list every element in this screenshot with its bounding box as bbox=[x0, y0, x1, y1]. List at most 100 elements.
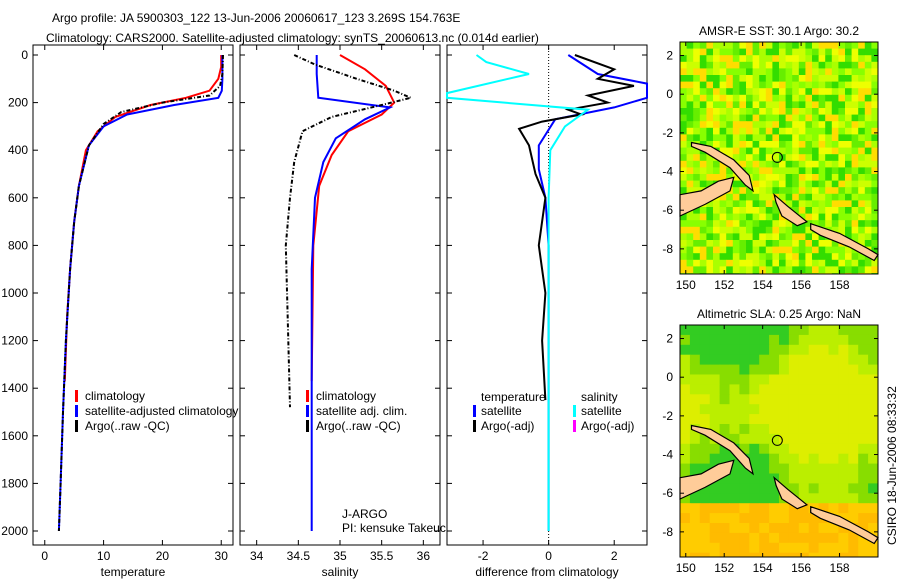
map-cell bbox=[818, 364, 829, 375]
map-cell bbox=[759, 523, 770, 534]
map-cell bbox=[749, 424, 760, 435]
map-cell bbox=[825, 200, 833, 208]
map-cell bbox=[752, 160, 760, 168]
map-cell bbox=[818, 246, 826, 254]
map-cell bbox=[726, 220, 734, 228]
legend-swatch bbox=[473, 420, 476, 432]
map-cell bbox=[680, 174, 688, 182]
map-cell bbox=[693, 226, 701, 234]
map-cell bbox=[749, 344, 760, 356]
map-cell bbox=[858, 114, 866, 122]
legend-swatch bbox=[473, 405, 476, 417]
map-cell bbox=[808, 354, 820, 366]
map-cell bbox=[805, 114, 813, 122]
map-cell bbox=[732, 42, 740, 50]
map-cell bbox=[851, 193, 859, 201]
map-cell bbox=[719, 532, 730, 544]
map-cell bbox=[808, 552, 820, 558]
map-cell bbox=[699, 443, 711, 455]
argo-position-marker bbox=[771, 434, 783, 446]
map-cell bbox=[845, 147, 853, 155]
map-cell bbox=[746, 240, 754, 248]
map-cell bbox=[726, 213, 734, 221]
map-cell bbox=[785, 114, 793, 122]
map-cell bbox=[772, 207, 780, 215]
legend-entry: satellite adj. clim. bbox=[316, 404, 407, 418]
map-cell bbox=[765, 167, 773, 175]
map-cell bbox=[729, 414, 740, 425]
map-cell bbox=[769, 542, 780, 554]
map-cell bbox=[769, 552, 780, 558]
series-line-argo bbox=[284, 54, 414, 408]
map-cell bbox=[785, 253, 793, 261]
map-cell bbox=[779, 404, 790, 415]
map-cell bbox=[785, 154, 793, 162]
map-cell bbox=[779, 147, 787, 155]
map-cell bbox=[680, 433, 691, 445]
legend-swatch bbox=[306, 420, 309, 432]
map-cell bbox=[680, 134, 688, 142]
map-cell bbox=[739, 433, 750, 445]
map-cell bbox=[851, 187, 859, 195]
map-cell bbox=[858, 187, 866, 195]
map-cell bbox=[726, 134, 734, 142]
map-cell bbox=[798, 134, 806, 142]
map-cell bbox=[759, 167, 767, 175]
map-cell bbox=[798, 55, 806, 63]
map-cell bbox=[788, 523, 800, 534]
map-cell bbox=[858, 48, 866, 56]
map-cell bbox=[765, 134, 773, 142]
map-cell bbox=[759, 473, 770, 484]
map-cell bbox=[746, 226, 754, 234]
map-cell bbox=[759, 154, 767, 162]
map-cell bbox=[739, 121, 747, 129]
map-cell bbox=[785, 101, 793, 109]
map-cell bbox=[749, 463, 760, 474]
map-cell bbox=[689, 384, 701, 395]
map-cell bbox=[798, 266, 806, 274]
map-cell bbox=[785, 187, 793, 195]
map-cell bbox=[713, 55, 721, 63]
map-cell bbox=[739, 552, 750, 558]
map-cell bbox=[831, 193, 839, 201]
map-cell bbox=[739, 542, 750, 554]
y-tick-label: 1200 bbox=[1, 334, 28, 348]
map-cell bbox=[831, 121, 839, 129]
map-cell bbox=[746, 88, 754, 96]
map-cell bbox=[765, 174, 773, 182]
map-cell bbox=[726, 68, 734, 76]
map-cell bbox=[726, 88, 734, 96]
map-cell bbox=[864, 108, 872, 116]
map-cell bbox=[769, 354, 780, 366]
map-cell bbox=[739, 424, 750, 435]
map-cell bbox=[759, 453, 770, 465]
map-cell bbox=[785, 259, 793, 267]
map-cell bbox=[838, 453, 849, 465]
map-cell bbox=[772, 114, 780, 122]
map-cell bbox=[699, 552, 711, 558]
map-cell bbox=[812, 246, 820, 254]
map-cell bbox=[812, 75, 820, 83]
map-cell bbox=[818, 473, 829, 484]
map-cell bbox=[719, 88, 727, 96]
map-cell bbox=[746, 61, 754, 69]
map-cell bbox=[739, 443, 750, 455]
map-cell bbox=[785, 134, 793, 142]
map-cell bbox=[825, 42, 833, 50]
map-cell bbox=[752, 141, 760, 149]
map-cell bbox=[739, 394, 750, 405]
map-cell bbox=[779, 532, 790, 544]
map-cell bbox=[792, 160, 800, 168]
map-cell bbox=[868, 463, 879, 474]
map-cell bbox=[769, 414, 780, 425]
map-cell bbox=[746, 94, 754, 102]
map-cell bbox=[779, 108, 787, 116]
map-cell bbox=[828, 364, 839, 375]
map-cell bbox=[706, 207, 714, 215]
map-cell bbox=[746, 207, 754, 215]
map-cell bbox=[798, 394, 810, 405]
map-cell bbox=[818, 233, 826, 241]
map-cell bbox=[805, 240, 813, 248]
map-cell bbox=[871, 154, 879, 162]
map-cell bbox=[699, 207, 707, 215]
